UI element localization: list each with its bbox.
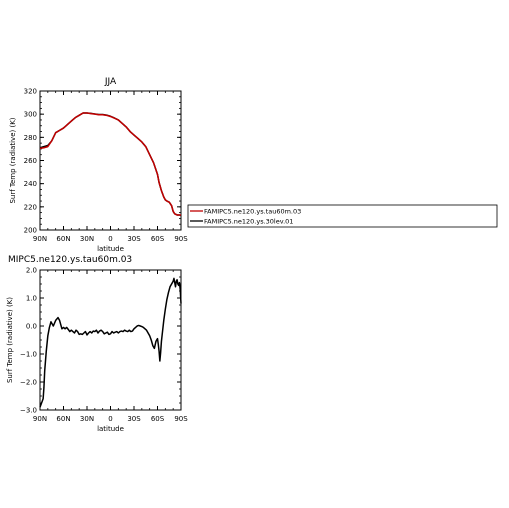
x-tick-label: 30N (80, 235, 94, 243)
x-tick-label: 60S (151, 415, 165, 423)
legend: FAMIPC5.ne120.ys.tau60m.03 FAMIPC5.ne120.… (187, 204, 498, 228)
x-tick-label: 60S (151, 235, 165, 243)
y-tick-label: −3.0 (20, 407, 37, 415)
x-tick-label: 90S (174, 415, 188, 423)
y-tick-label: 280 (24, 134, 37, 142)
y-tick-label: −2.0 (20, 379, 37, 387)
x-tick-label: 60N (56, 235, 70, 243)
x-tick-label: 0 (108, 235, 112, 243)
chart-difference: MIPC5.ne120.ys.tau60m.03 90N 60N 30N 0 30S 60S… (6, 255, 188, 433)
legend-label: FAMIPC5.ne120.ys.30lev.01 (204, 218, 293, 226)
y-tick-label: 0.0 (26, 323, 37, 331)
chart-title: JJA (104, 77, 117, 87)
x-axis-label: latitude (97, 425, 124, 433)
chart-title: MIPC5.ne120.ys.tau60m.03 (8, 255, 132, 265)
y-tick-label: 240 (24, 180, 37, 188)
y-tick-label: 200 (24, 227, 37, 235)
y-tick-label: 320 (24, 88, 37, 96)
y-tick-label: −1.0 (20, 351, 37, 359)
x-tick-label: 90S (174, 235, 188, 243)
y-tick-label: 300 (24, 111, 37, 119)
legend-box (187, 204, 498, 228)
y-tick-label: 260 (24, 157, 37, 165)
x-tick-label: 60N (56, 415, 70, 423)
y-tick-label: 2.0 (26, 267, 37, 275)
legend-label: FAMIPC5.ne120.ys.tau60m.03 (204, 208, 301, 216)
x-tick-label: 90N (33, 235, 47, 243)
y-tick-label: 220 (24, 203, 37, 211)
x-tick-label: 0 (108, 415, 112, 423)
x-axis-label: latitude (97, 245, 124, 253)
y-axis-label: Surf Temp (radiative) (K) (6, 297, 14, 383)
plot-frame (39, 269, 182, 411)
chart-jja: JJA 90N 60N 30N 0 30S 60S 90S 200 220 240 260 280 300… (9, 77, 188, 253)
y-tick-label: 1.0 (26, 295, 37, 303)
x-tick-label: 90N (33, 415, 47, 423)
series-line (39, 112, 181, 216)
plot-frame (39, 90, 182, 231)
series-line (39, 277, 182, 408)
x-tick-label: 30S (127, 235, 141, 243)
series-line (39, 112, 182, 217)
x-tick-label: 30S (127, 415, 141, 423)
y-axis-label: Surf Temp (radiative) (K) (9, 117, 17, 203)
x-tick-label: 30N (80, 415, 94, 423)
